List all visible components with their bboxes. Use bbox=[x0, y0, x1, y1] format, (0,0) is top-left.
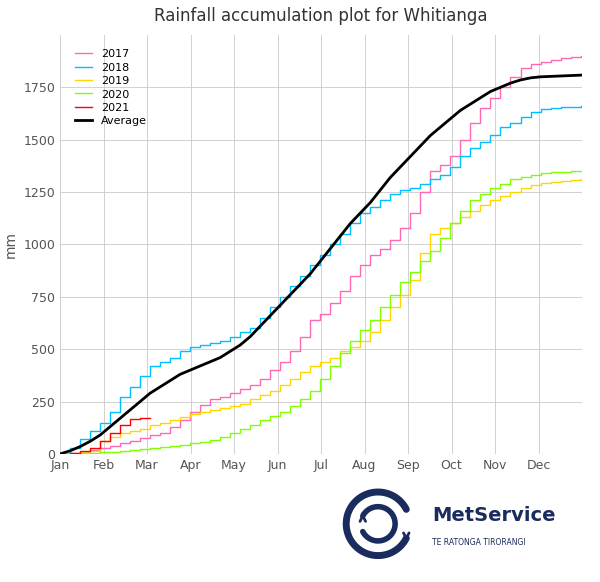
Legend: 2017, 2018, 2019, 2020, 2021, Average: 2017, 2018, 2019, 2020, 2021, Average bbox=[71, 45, 151, 131]
Text: TE RATONGA TIRORANGI: TE RATONGA TIRORANGI bbox=[432, 538, 526, 547]
Text: MetService: MetService bbox=[432, 506, 556, 524]
Title: Rainfall accumulation plot for Whitianga: Rainfall accumulation plot for Whitianga bbox=[154, 7, 488, 25]
Y-axis label: mm: mm bbox=[4, 231, 18, 258]
